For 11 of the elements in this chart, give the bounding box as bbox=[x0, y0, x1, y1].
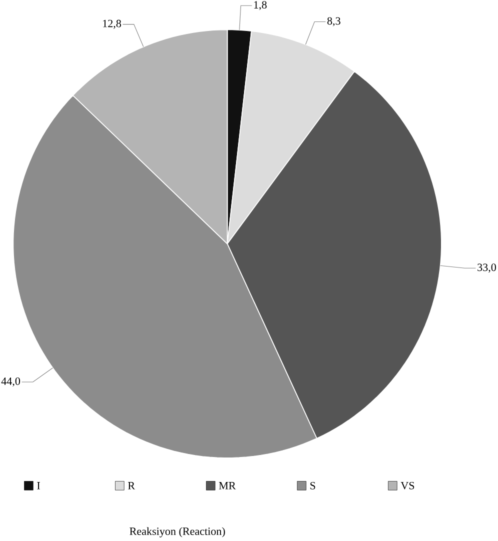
legend-label: MR bbox=[219, 482, 236, 490]
data-label: 33,0 bbox=[478, 264, 496, 273]
legend-label: VS bbox=[401, 482, 414, 490]
data-label: 44,0 bbox=[2, 377, 20, 387]
legend-label: S bbox=[310, 482, 316, 490]
data-label: 8,3 bbox=[328, 17, 341, 26]
data-label: 1,8 bbox=[254, 1, 267, 10]
legend-label: I bbox=[37, 482, 40, 490]
data-label: 12,8 bbox=[103, 20, 122, 29]
legend-label: R bbox=[128, 482, 136, 490]
text: Reaksiyon (Reaction) bbox=[130, 527, 226, 538]
